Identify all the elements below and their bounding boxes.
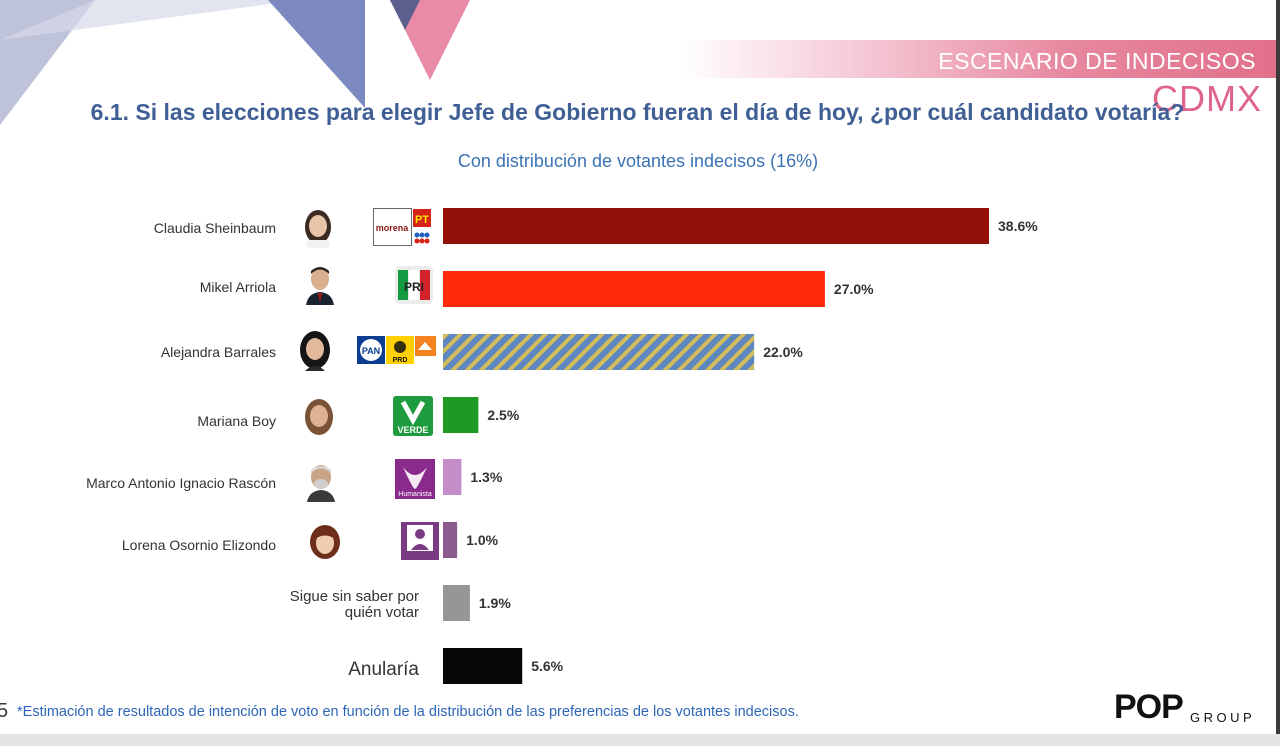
- bar-value-label-6: 1.9%: [479, 595, 511, 611]
- bar-2: [443, 334, 755, 370]
- bar-3: [443, 397, 479, 433]
- morena-logo-text: morena: [376, 223, 410, 233]
- chart-title: 6.1. Si las elecciones para elegir Jefe …: [90, 99, 1185, 125]
- coalition-pan-prd-mc-logo: PAN PRD: [357, 336, 436, 364]
- bar-1: [443, 271, 825, 307]
- pop-group-logo: POP: [1114, 688, 1184, 726]
- right-edge: [1276, 0, 1280, 746]
- bar-7: [443, 648, 523, 684]
- verde-logo: VERDE: [393, 396, 433, 436]
- chart-subtitle: Con distribución de votantes indecisos (…: [457, 151, 819, 171]
- candidate-label-anularia: Anularía: [348, 659, 419, 680]
- bar-value-label-3: 2.5%: [487, 407, 519, 423]
- prd-logo-text: PRD: [393, 357, 408, 364]
- undecided-line-2: quién votar: [344, 604, 419, 621]
- page-number: 5: [0, 700, 9, 722]
- bar-value-label-1: 27.0%: [834, 281, 874, 297]
- humanista-logo: Humanista: [395, 459, 435, 499]
- bar-0: [443, 208, 989, 244]
- region-label: CDMX: [1152, 78, 1262, 119]
- humanista-logo-text: Humanista: [398, 491, 432, 498]
- bar-5: [443, 522, 458, 558]
- bar-value-label-0: 38.6%: [998, 218, 1038, 234]
- pri-logo: PRI: [395, 266, 433, 304]
- pri-logo-text: PRI: [404, 280, 424, 294]
- bar-value-label-7: 5.6%: [531, 658, 563, 674]
- scenario-banner-text: ESCENARIO DE INDECISOS: [938, 48, 1256, 74]
- footnote: *Estimación de resultados de intención d…: [17, 704, 799, 720]
- bar-6: [443, 585, 470, 621]
- avatar-sheinbaum-icon: [305, 210, 331, 248]
- bar-value-label-2: 22.0%: [763, 344, 803, 360]
- candidate-label-osornio: Lorena Osornio Elizondo: [121, 537, 276, 553]
- candidate-label-undecided: Sigue sin saber por quién votar: [290, 589, 419, 621]
- undecided-line-1: Sigue sin saber por: [289, 588, 419, 605]
- candidate-label-rascon: Marco Antonio Ignacio Rascón: [86, 475, 276, 491]
- candidate-label-boy: Mariana Boy: [197, 413, 276, 429]
- avatar-rascon-icon: [307, 465, 335, 502]
- independent-candidate-logo: [401, 522, 439, 560]
- candidate-label-arriola: Mikel Arriola: [199, 279, 276, 295]
- avatar-barrales-icon: [300, 331, 330, 371]
- pop-group-logo-sub: GROUP: [1190, 710, 1256, 725]
- avatar-arriola-icon: [306, 267, 334, 305]
- pt-logo-text: PT: [415, 214, 429, 226]
- pan-logo-text: PAN: [362, 346, 380, 356]
- bar-value-label-5: 1.0%: [466, 532, 498, 548]
- avatar-boy-icon: [305, 399, 333, 435]
- bottom-edge: [0, 734, 1280, 746]
- candidate-label-sheinbaum: Claudia Sheinbaum: [153, 220, 276, 236]
- avatar-osornio-icon: [310, 525, 340, 559]
- bar-4: [443, 459, 462, 495]
- coalition-morena-pt-logo: morena PT: [373, 208, 431, 246]
- bar-value-label-4: 1.3%: [470, 469, 502, 485]
- candidate-label-barrales: Alejandra Barrales: [160, 344, 276, 360]
- verde-logo-text: VERDE: [397, 425, 428, 435]
- scenario-banner: ESCENARIO DE INDECISOS: [680, 40, 1276, 78]
